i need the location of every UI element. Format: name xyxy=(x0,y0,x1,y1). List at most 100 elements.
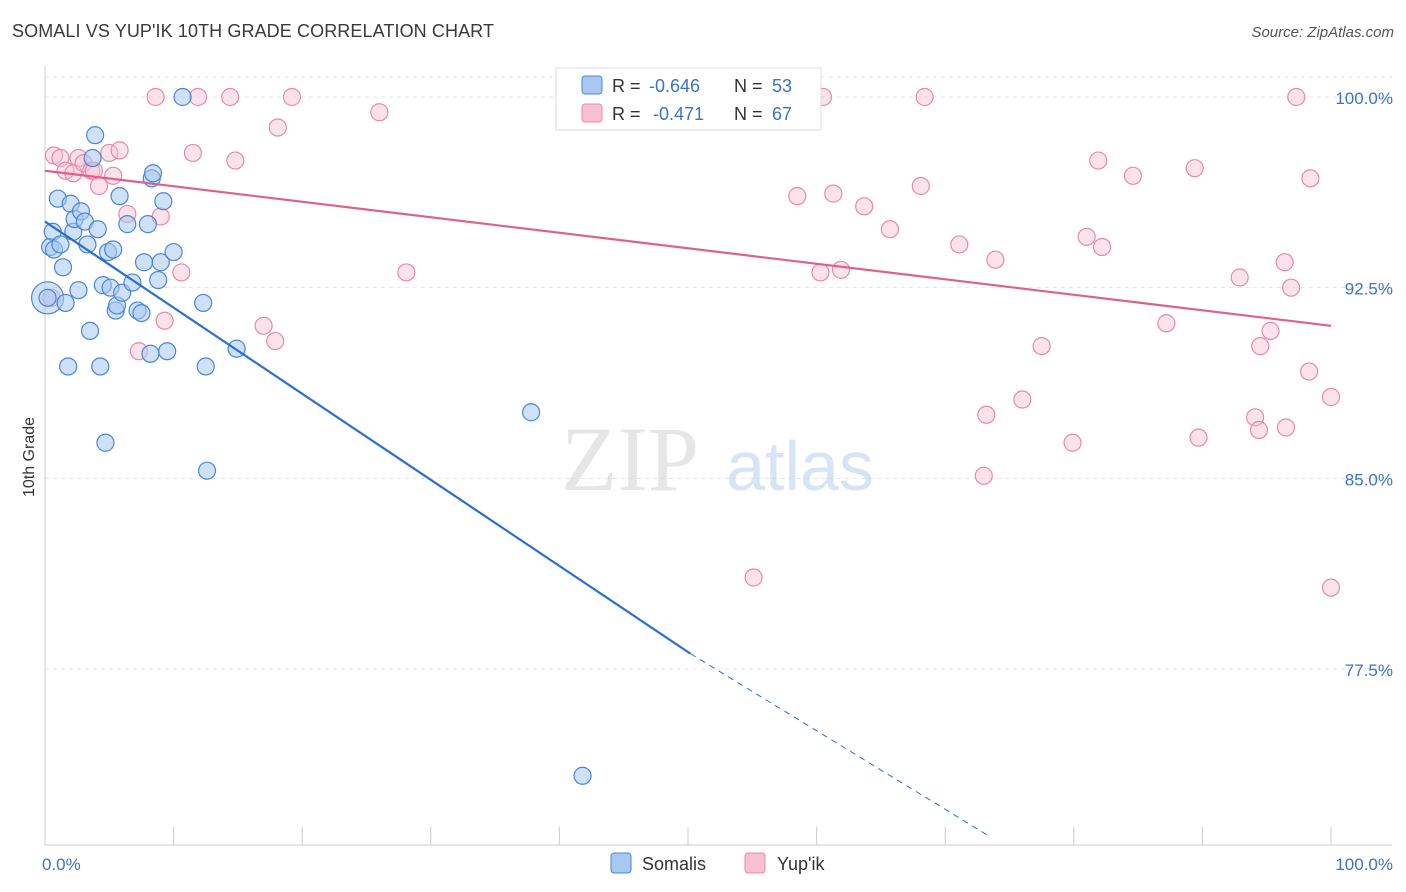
somali-point xyxy=(132,303,151,323)
yupik-point xyxy=(226,151,245,170)
yupik-point xyxy=(1249,420,1269,440)
yupik-point xyxy=(183,143,202,163)
yupik-point xyxy=(172,263,191,282)
yupik-point xyxy=(880,220,900,239)
chart-title: SOMALI VS YUP'IK 10TH GRADE CORRELATION … xyxy=(12,21,495,41)
somali-trend-line xyxy=(44,220,692,655)
y-tick-label-3: 77.5% xyxy=(1345,661,1393,680)
somali-point xyxy=(197,461,217,480)
yupik-point xyxy=(1123,166,1143,185)
legend-swatch-yupik xyxy=(744,852,766,874)
somali-point xyxy=(196,357,215,376)
x-tick-labels: 0.0% 100.0% xyxy=(42,855,1393,874)
yupik-point xyxy=(1261,321,1280,340)
yupik-point xyxy=(266,331,285,351)
yupik-point xyxy=(855,197,874,216)
somali-point xyxy=(59,357,78,376)
yupik-point xyxy=(1282,278,1301,297)
watermark-atlas: atlas xyxy=(726,427,874,505)
somali-point xyxy=(149,270,168,290)
somali-point xyxy=(38,288,57,307)
somali-point xyxy=(138,215,157,234)
x-tick-label-1: 100.0% xyxy=(1335,855,1393,874)
yupik-point xyxy=(1092,237,1112,257)
somali-point xyxy=(522,403,541,422)
y-tick-label-1: 92.5% xyxy=(1345,280,1393,299)
yupik-point xyxy=(1321,578,1341,597)
yupik-point xyxy=(268,118,287,137)
stats-r-value-yupik: -0.471 xyxy=(653,104,704,124)
yupik-point xyxy=(915,87,934,107)
yupik-point xyxy=(974,466,993,485)
somali-point xyxy=(134,253,154,272)
yupik-point xyxy=(1275,253,1294,272)
somali-point xyxy=(53,258,73,277)
y-axis-label: 10th Grade xyxy=(21,417,38,497)
bottom-legend: Somalis Yup'ik xyxy=(610,852,825,874)
trend-lines xyxy=(44,169,1332,838)
yupik-point xyxy=(104,166,123,185)
y-tick-labels: 100.0% 92.5% 85.0% 77.5% xyxy=(1335,89,1393,680)
somali-point xyxy=(151,253,170,272)
somali-point xyxy=(573,766,592,785)
stats-legend: R = -0.646 N = 53 R = -0.471 N = 67 xyxy=(555,67,822,131)
yupik-point xyxy=(146,87,165,107)
stats-legend-swatch-somali xyxy=(581,75,603,95)
watermark: ZIP atlas xyxy=(561,408,874,510)
somali-point xyxy=(51,235,70,254)
yupik-point xyxy=(811,263,830,282)
somali-point xyxy=(83,148,102,168)
somali-point xyxy=(110,187,129,206)
yupik-point xyxy=(110,141,129,160)
yupik-point xyxy=(1287,87,1306,107)
yupik-point xyxy=(1013,390,1032,409)
somali-point xyxy=(118,215,137,234)
stats-n-label-somali: N = xyxy=(734,76,763,96)
source-label: Source: ZipAtlas.com xyxy=(1251,24,1394,41)
yupik-point xyxy=(1032,337,1051,356)
somali-point xyxy=(86,126,105,145)
x-tick-label-0: 0.0% xyxy=(42,855,81,874)
stats-n-label-yupik: N = xyxy=(734,104,763,124)
yupik-point xyxy=(788,187,807,206)
yupik-point xyxy=(1077,227,1096,246)
yupik-point xyxy=(1185,159,1204,178)
somali-point xyxy=(143,164,163,183)
somali-points xyxy=(30,87,592,785)
yupik-trend-line xyxy=(44,169,1332,327)
yupik-point xyxy=(831,260,851,279)
yupik-point xyxy=(977,405,996,424)
somali-point xyxy=(104,240,123,259)
somali-point xyxy=(88,220,107,239)
yupik-point xyxy=(397,263,416,282)
stats-r-label-yupik: R = xyxy=(612,104,641,124)
yupik-point xyxy=(1230,268,1249,287)
legend-label-somalis: Somalis xyxy=(642,854,706,874)
y-tick-label-2: 85.0% xyxy=(1345,470,1393,489)
somali-point xyxy=(158,342,177,361)
somali-point xyxy=(91,357,110,376)
yupik-point xyxy=(744,568,763,587)
somali-point xyxy=(164,242,183,262)
yupik-point xyxy=(1300,362,1319,381)
yupik-point xyxy=(1089,151,1108,170)
stats-legend-swatch-yupik xyxy=(581,103,603,123)
yupik-point xyxy=(188,87,208,107)
axes xyxy=(44,66,1392,846)
stats-r-label-somali: R = xyxy=(612,76,641,96)
yupik-point xyxy=(254,316,273,335)
yupik-point xyxy=(1157,314,1176,333)
legend-label-yupik: Yup'ik xyxy=(777,854,825,874)
yupik-point xyxy=(824,184,843,203)
yupik-point xyxy=(1251,337,1270,356)
yupik-point xyxy=(1301,169,1320,188)
somali-point xyxy=(69,281,88,300)
somali-point xyxy=(96,433,115,452)
somali-point xyxy=(80,321,100,340)
yupik-point xyxy=(282,87,302,107)
watermark-zip: ZIP xyxy=(561,408,699,510)
somali-point xyxy=(194,293,213,313)
somali-point xyxy=(154,192,173,211)
yupik-point xyxy=(221,87,240,107)
